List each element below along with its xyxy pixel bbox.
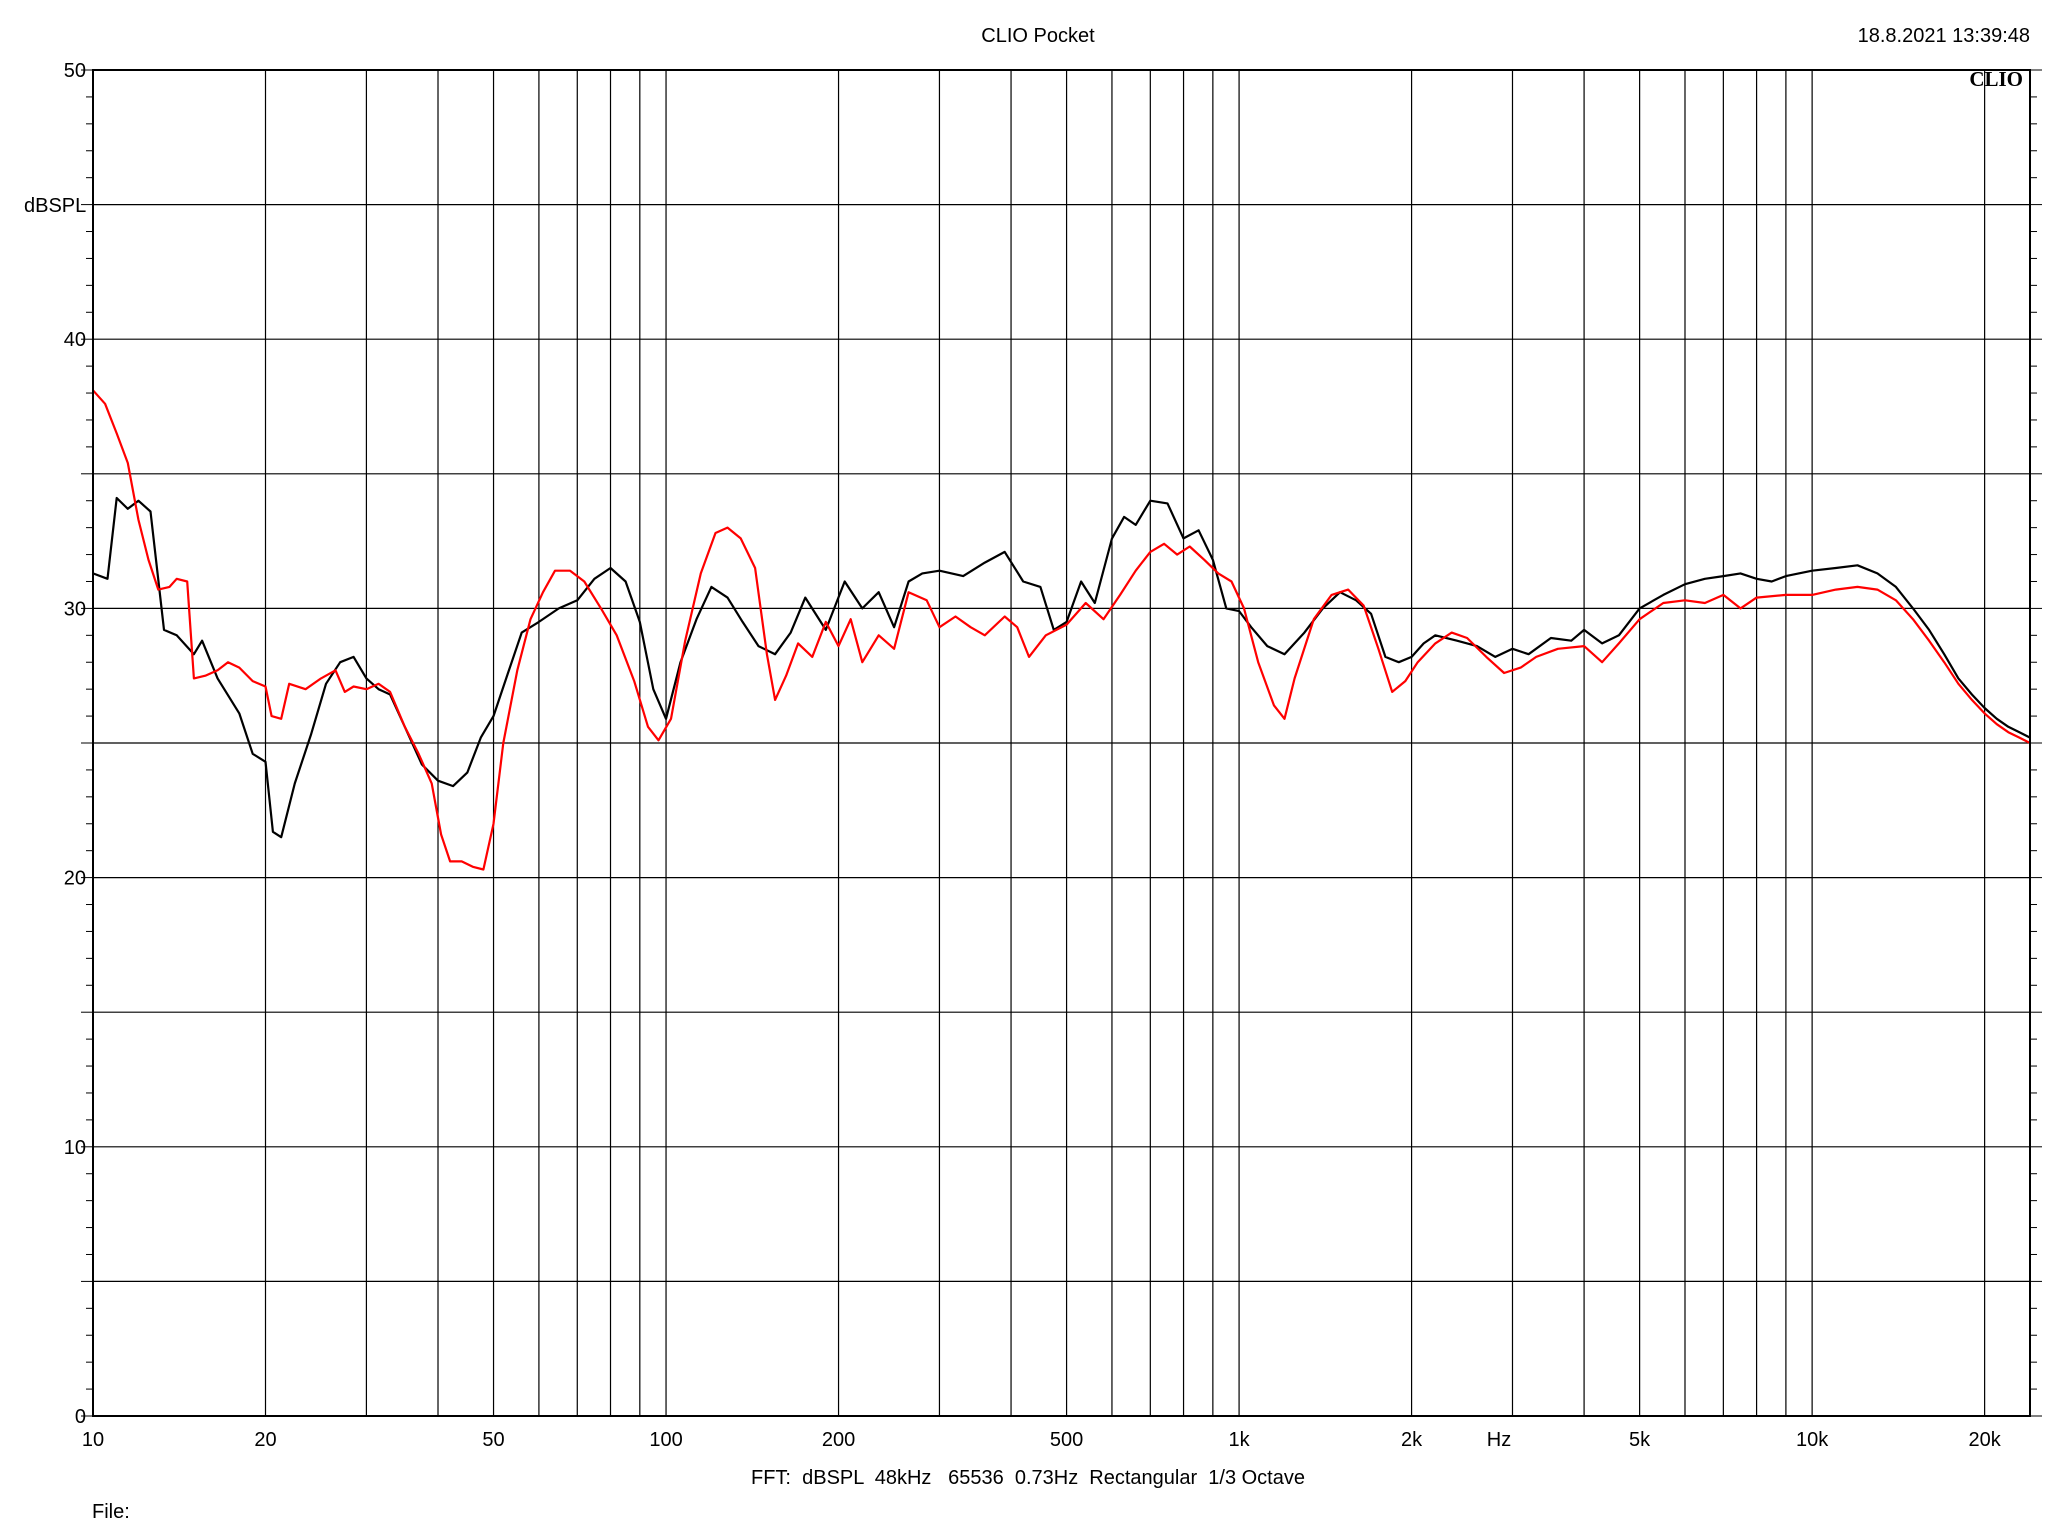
y-tick-label: 50 [64, 60, 86, 82]
y-axis-tick-labels: 0 10 20 30 40 50 [64, 60, 86, 1428]
x-axis-label: Hz [1487, 1429, 1511, 1451]
minor-tick-marks [81, 69, 2042, 1417]
series-layer [92, 389, 2031, 871]
x-tick-label: 1k [1229, 1429, 1251, 1451]
grid [93, 70, 2030, 1416]
y-axis-label: dBSPL [24, 195, 86, 217]
x-tick-label: 2k [1401, 1429, 1423, 1451]
x-tick-label: 200 [822, 1429, 855, 1451]
y-tick-label: 30 [64, 598, 86, 620]
x-tick-label: 100 [649, 1429, 682, 1451]
timestamp: 18.8.2021 13:39:48 [1858, 25, 2030, 47]
x-axis-tick-labels: 10 20 50 100 200 500 1k 2k 5k 10k 20k [82, 1429, 2002, 1451]
red-response-line [92, 389, 2031, 871]
x-tick-label: 5k [1629, 1429, 1651, 1451]
x-tick-label: 20k [1969, 1429, 2002, 1451]
x-tick-label: 50 [482, 1429, 504, 1451]
y-tick-label: 10 [64, 1137, 86, 1159]
y-tick-label: 40 [64, 329, 86, 351]
file-label: File: [92, 1501, 130, 1523]
x-tick-label: 10k [1796, 1429, 1829, 1451]
black-response-line [92, 496, 2031, 839]
x-tick-label: 10 [82, 1429, 104, 1451]
measurement-settings: FFT: dBSPL 48kHz 65536 0.73Hz Rectangula… [751, 1467, 1305, 1489]
y-tick-label: 20 [64, 868, 86, 890]
chart-title: CLIO Pocket [981, 25, 1095, 47]
x-tick-label: 500 [1050, 1429, 1083, 1451]
x-tick-label: 20 [254, 1429, 276, 1451]
y-tick-label: 0 [75, 1406, 86, 1428]
plot-frame [92, 69, 2031, 1417]
